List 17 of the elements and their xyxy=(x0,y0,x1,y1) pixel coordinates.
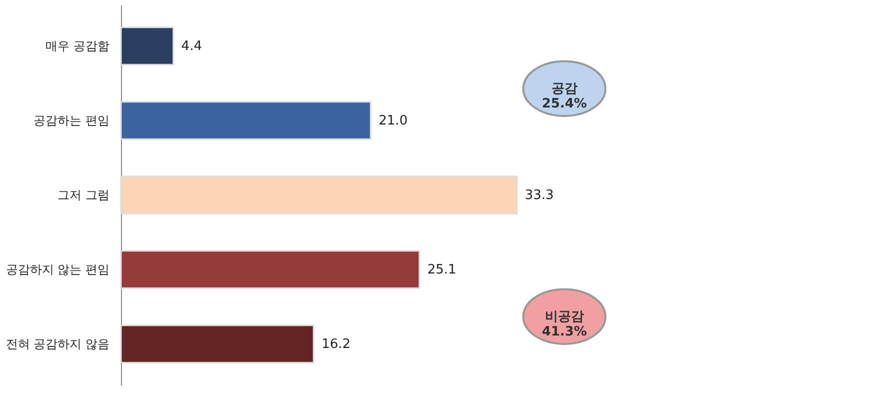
bar xyxy=(120,26,174,66)
data-label: 33.3 xyxy=(524,188,554,203)
y-tick-label: 그저 그럼 xyxy=(58,188,110,202)
text: 비공감 41.3% xyxy=(542,310,587,340)
data-label: 16.2 xyxy=(322,337,351,352)
y-tick-label: 공감하는 편임 xyxy=(34,113,110,128)
bar xyxy=(120,250,420,289)
bar xyxy=(120,101,372,140)
data-label: 4.4 xyxy=(181,38,202,54)
bar xyxy=(120,176,518,214)
y-tick-label: 매우 공감함 xyxy=(46,38,110,53)
data-label: 25.1 xyxy=(427,262,456,278)
y-tick-label: 공감하지 않는 편임 xyxy=(6,262,110,277)
data-label: 21.0 xyxy=(378,113,408,128)
y-tick-label: 전혀 공감하지 않음 xyxy=(6,337,110,352)
text: 공감 25.4% xyxy=(542,82,587,112)
bar xyxy=(120,324,314,364)
